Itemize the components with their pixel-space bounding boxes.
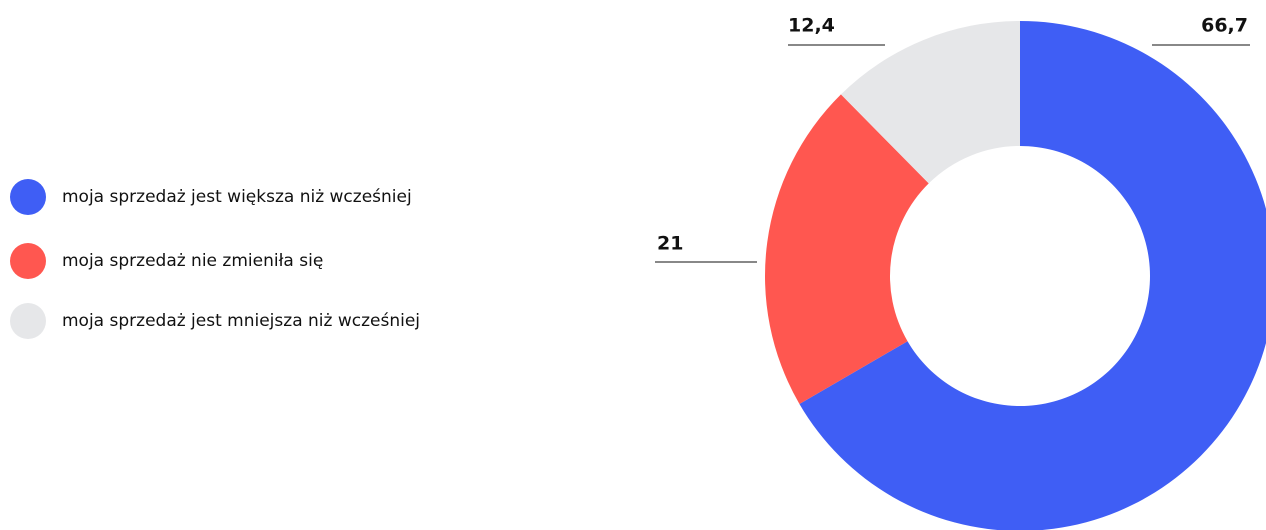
legend-text: moja sprzedaż jest większa niż wcześniej <box>62 187 412 207</box>
legend-text: moja sprzedaż jest mniejsza niż wcześnie… <box>62 311 420 331</box>
donut-segment <box>840 21 1020 184</box>
donut-segment <box>799 21 1266 530</box>
value-label: 66,7 <box>1201 15 1248 37</box>
value-label: 12,4 <box>788 15 835 37</box>
donut-segment <box>764 94 929 404</box>
legend-marker <box>10 243 46 279</box>
value-label: 21 <box>657 233 683 255</box>
legend-text: moja sprzedaż nie zmieniła się <box>62 251 323 271</box>
legend-marker <box>10 179 46 215</box>
legend-marker <box>10 303 46 339</box>
